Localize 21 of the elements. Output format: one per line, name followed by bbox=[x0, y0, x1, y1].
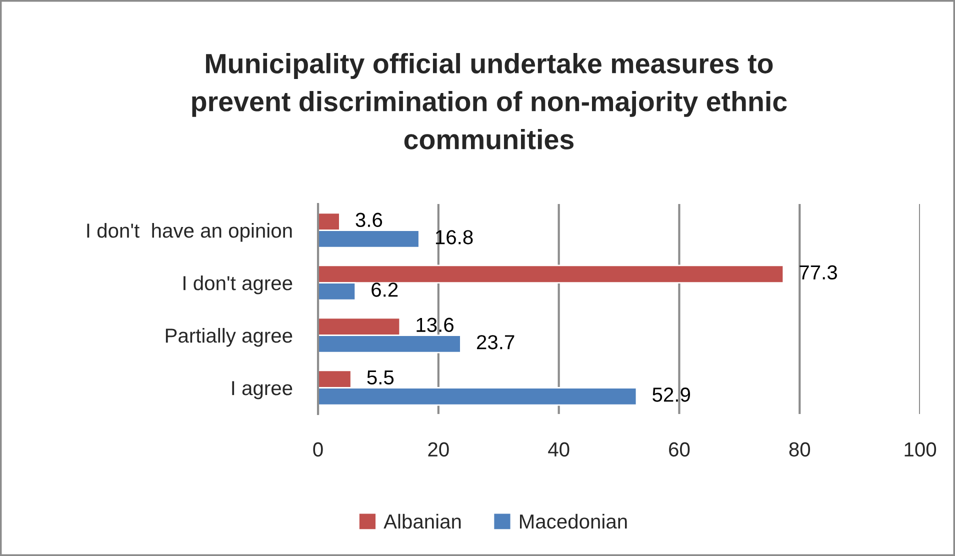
y-tick-label: I don't agree bbox=[184, 275, 292, 294]
x-tick-label: 100 bbox=[904, 442, 936, 457]
x-tick-label: 80 bbox=[789, 442, 810, 457]
data-label: 13.6 bbox=[416, 318, 454, 332]
data-label: 23.7 bbox=[476, 335, 514, 350]
x-tick-label: 40 bbox=[548, 442, 570, 457]
data-label: 16.8 bbox=[436, 230, 473, 244]
y-tick-label: I agree bbox=[232, 381, 292, 400]
data-label: 52.9 bbox=[652, 388, 690, 402]
x-tick-label: 20 bbox=[428, 442, 449, 457]
x-tick-label: 0 bbox=[313, 442, 323, 457]
data-label: 5.5 bbox=[367, 370, 394, 384]
data-label: 6.2 bbox=[372, 282, 398, 297]
legend-label: Albanian bbox=[384, 514, 461, 529]
y-tick-label: I don't have an opinion bbox=[87, 223, 292, 242]
data-label: 3.6 bbox=[356, 212, 382, 228]
legend-label: Macedonian bbox=[520, 514, 627, 529]
chart-title: Municipality official undertake measures to prevent discrimination of non-majority ethnic communities bbox=[192, 53, 787, 150]
y-tick-label: Partially agree bbox=[166, 328, 292, 347]
data-label: 77.3 bbox=[800, 265, 837, 280]
x-tick-label: 60 bbox=[669, 442, 690, 457]
